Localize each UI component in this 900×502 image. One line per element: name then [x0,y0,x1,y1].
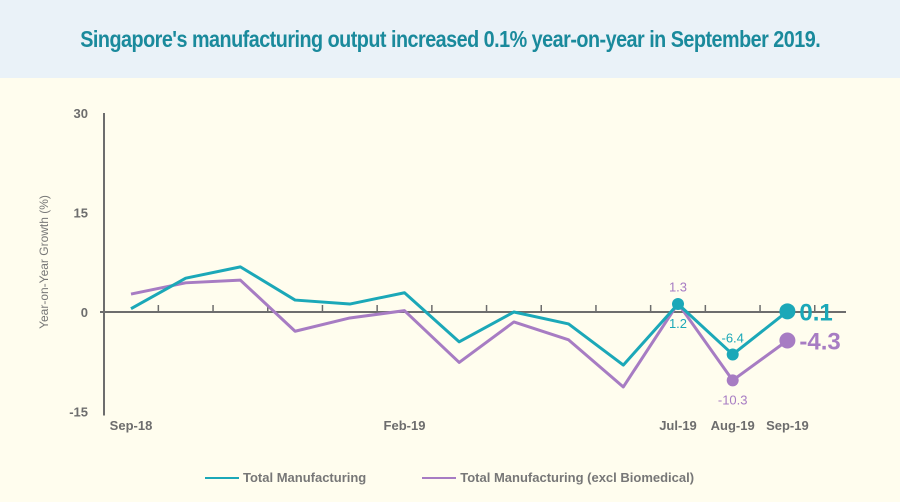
y-tick-label: -15 [69,405,88,420]
chart-legend: Total Manufacturing Total Manufacturing … [205,470,694,485]
series-line-excl [130,278,789,389]
data-point-total [779,303,796,320]
legend-item-excl-biomedical: Total Manufacturing (excl Biomedical) [422,470,694,485]
data-point-total [726,348,739,361]
data-label-excl: -4.3 [799,329,840,356]
y-tick-label: 15 [74,206,88,221]
data-point-total [672,298,684,311]
chart-series [130,265,796,389]
legend-label-excl: Total Manufacturing (excl Biomedical) [460,470,695,485]
y-tick-label: 30 [74,106,88,121]
legend-item-total-manufacturing: Total Manufacturing [205,470,366,485]
legend-label-total: Total Manufacturing [243,470,367,485]
y-tick-label: 0 [81,305,88,320]
chart-axes: 30 15 0 -15 Sep-18 Feb-19 Jul-19 Aug-19 Sep-19 [69,106,846,433]
x-tick-label: Aug-19 [711,418,755,433]
x-tick-label: Feb-19 [384,418,426,433]
data-point-excl [779,332,796,349]
data-label-total: 0.1 [799,299,832,326]
x-tick-label: Sep-19 [766,418,809,433]
chart-title: Singapore's manufacturing output increas… [79,25,821,52]
legend-swatch-total [205,476,239,479]
legend-swatch-excl [422,476,457,479]
y-axis-label: Year-on-Year Growth (%) [37,195,51,329]
data-label-excl: 1.3 [669,279,687,294]
x-tick-label: Sep-18 [110,418,153,433]
data-point-excl [726,374,739,387]
data-label-total: 1.2 [669,316,687,331]
x-tick-label: Jul-19 [659,418,697,433]
chart-annotations: 1.3 -10.3 -4.3 1.2 -6.4 0.1 [669,279,841,407]
data-label-total: -6.4 [721,330,743,345]
chart-header: Singapore's manufacturing output increas… [0,0,900,78]
data-label-excl: -10.3 [718,392,748,407]
